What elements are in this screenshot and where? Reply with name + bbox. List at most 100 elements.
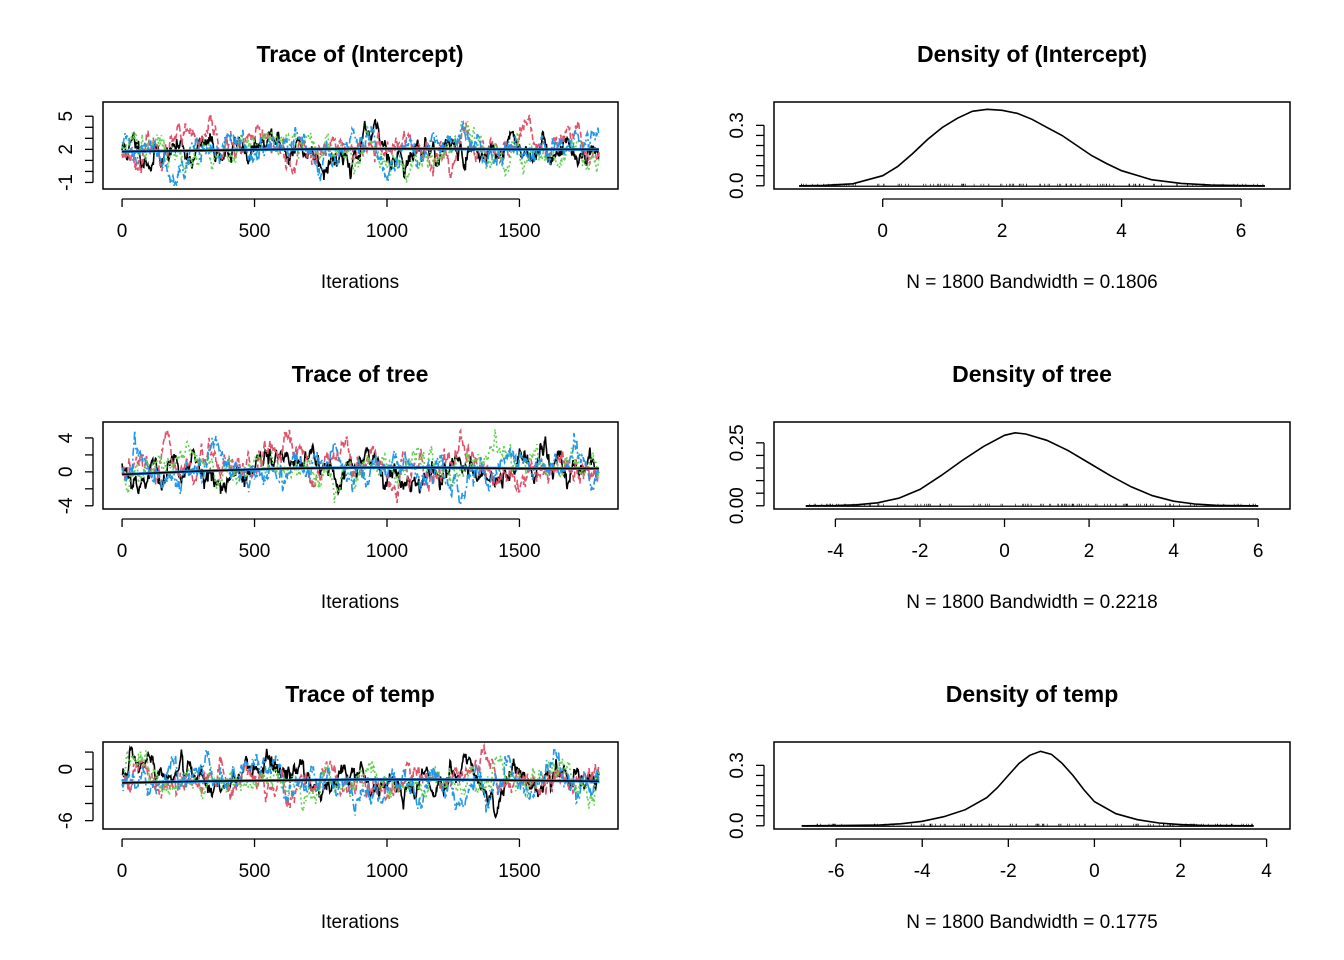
x-tick-label: 500 <box>239 221 271 242</box>
y-tick-label: 0.3 <box>727 752 748 778</box>
x-tick-label: 4 <box>1261 861 1272 882</box>
x-tick-label: 1000 <box>366 861 408 882</box>
x-axis-label: Iterations <box>321 912 399 933</box>
y-tick-label: 0.0 <box>727 813 748 839</box>
y-tick-label: 0.3 <box>727 112 748 138</box>
x-tick-label: -2 <box>1000 861 1017 882</box>
y-tick-label: 0.0 <box>727 173 748 199</box>
y-axis: -4 0 4 <box>56 432 94 514</box>
x-tick-label: 4 <box>1168 541 1179 562</box>
y-axis: 0.0 0.3 <box>727 112 765 199</box>
x-axis: 0 500 1000 1500 <box>117 198 541 242</box>
plot-area <box>799 108 1265 187</box>
y-tick-label: 0.25 <box>727 424 748 461</box>
y-tick-label: 0 <box>56 764 77 775</box>
x-tick-label: 4 <box>1116 221 1127 242</box>
plot-frame <box>102 741 619 830</box>
running-mean-line-black <box>122 778 599 784</box>
x-axis: -6 -4 -2 0 2 4 <box>828 838 1272 882</box>
x-tick-label: -4 <box>827 541 844 562</box>
y-tick-label: -4 <box>56 497 77 514</box>
chain-line-3 <box>121 429 600 504</box>
panel-density-temp: Density of temp N = 1800 Bandwidth = 0.1… <box>727 681 1291 933</box>
x-tick-label: 0 <box>1089 861 1100 882</box>
plot-frame <box>773 421 1291 510</box>
x-tick-label: 0 <box>999 541 1010 562</box>
x-tick-label: 500 <box>239 541 271 562</box>
panel-title: Trace of temp <box>285 681 435 707</box>
x-tick-label: -4 <box>914 861 931 882</box>
x-tick-label: 6 <box>1253 541 1264 562</box>
rug <box>801 183 1264 186</box>
y-tick-label: -1 <box>56 174 77 191</box>
chain-line-4 <box>121 430 600 507</box>
y-axis: 0.00 0.25 <box>727 424 765 524</box>
x-tick-label: 2 <box>997 221 1008 242</box>
density-curve <box>801 750 1254 827</box>
plot-area <box>801 750 1254 827</box>
x-axis-label: N = 1800 Bandwidth = 0.2218 <box>906 592 1157 613</box>
panel-trace-tree: Trace of tree Iterations 0 500 1000 1500 -4 0… <box>56 361 619 613</box>
y-tick-label: 2 <box>56 144 77 155</box>
y-tick-label: -6 <box>56 812 77 829</box>
x-tick-label: 2 <box>1175 861 1186 882</box>
x-tick-label: 0 <box>117 221 128 242</box>
plot-frame <box>773 101 1291 190</box>
y-axis: -6 0 <box>56 751 94 829</box>
x-tick-label: 0 <box>117 541 128 562</box>
x-axis-label: Iterations <box>321 272 399 293</box>
chain-line-1 <box>121 118 600 181</box>
x-tick-label: 0 <box>877 221 888 242</box>
density-curve <box>805 431 1259 507</box>
y-tick-label: 0.00 <box>727 487 748 524</box>
x-tick-label: 6 <box>1236 221 1247 242</box>
plot-frame <box>773 741 1291 830</box>
density-curve <box>799 108 1265 187</box>
x-tick-label: -6 <box>828 861 845 882</box>
chain-line-3 <box>121 750 600 812</box>
rug <box>816 823 1253 826</box>
plot-area <box>121 428 600 507</box>
y-tick-label: 4 <box>56 432 77 443</box>
chain-line-4 <box>121 746 600 816</box>
running-mean-line-black <box>122 148 599 153</box>
x-tick-label: 1000 <box>366 221 408 242</box>
panel-density-tree: Density of tree N = 1800 Bandwidth = 0.2… <box>727 361 1291 613</box>
y-axis: 0.0 0.3 <box>727 752 765 839</box>
panel-trace-intercept: Trace of (Intercept) Iterations 0 500 1000… <box>56 41 619 293</box>
plot-frame <box>102 101 619 190</box>
y-tick-label: 0 <box>56 467 77 478</box>
x-tick-label: 1000 <box>366 541 408 562</box>
chain-line-4 <box>121 119 600 187</box>
plot-area <box>121 113 600 187</box>
rug <box>809 503 1256 506</box>
plot-frame <box>102 421 619 510</box>
plot-area <box>121 743 600 819</box>
x-tick-label: 1500 <box>498 221 540 242</box>
panel-title: Trace of (Intercept) <box>256 41 463 67</box>
x-tick-label: 2 <box>1084 541 1095 562</box>
panel-density-intercept: Density of (Intercept) N = 1800 Bandwidt… <box>727 41 1291 293</box>
y-tick-label: 5 <box>56 111 77 122</box>
plot-area <box>805 431 1259 507</box>
x-axis: 0 2 4 6 <box>877 198 1247 242</box>
x-axis: 0 500 1000 1500 <box>117 838 541 882</box>
panel-title: Density of tree <box>952 361 1112 387</box>
x-axis: 0 500 1000 1500 <box>117 518 541 562</box>
x-tick-label: 500 <box>239 861 271 882</box>
panel-title: Trace of tree <box>292 361 429 387</box>
panel-title: Density of temp <box>946 681 1119 707</box>
x-axis: -4 -2 0 2 4 6 <box>827 518 1264 562</box>
x-tick-label: 1500 <box>498 861 540 882</box>
y-axis: -1 2 5 <box>56 111 94 191</box>
panel-title: Density of (Intercept) <box>917 41 1147 67</box>
x-tick-label: 0 <box>117 861 128 882</box>
x-axis-label: Iterations <box>321 592 399 613</box>
panel-trace-temp: Trace of temp Iterations 0 500 1000 1500 -6 0 <box>56 681 619 933</box>
x-tick-label: -2 <box>912 541 929 562</box>
x-tick-label: 1500 <box>498 541 540 562</box>
running-mean-line-black <box>122 466 599 476</box>
x-axis-label: N = 1800 Bandwidth = 0.1806 <box>906 272 1157 293</box>
x-axis-label: N = 1800 Bandwidth = 0.1775 <box>906 912 1157 933</box>
